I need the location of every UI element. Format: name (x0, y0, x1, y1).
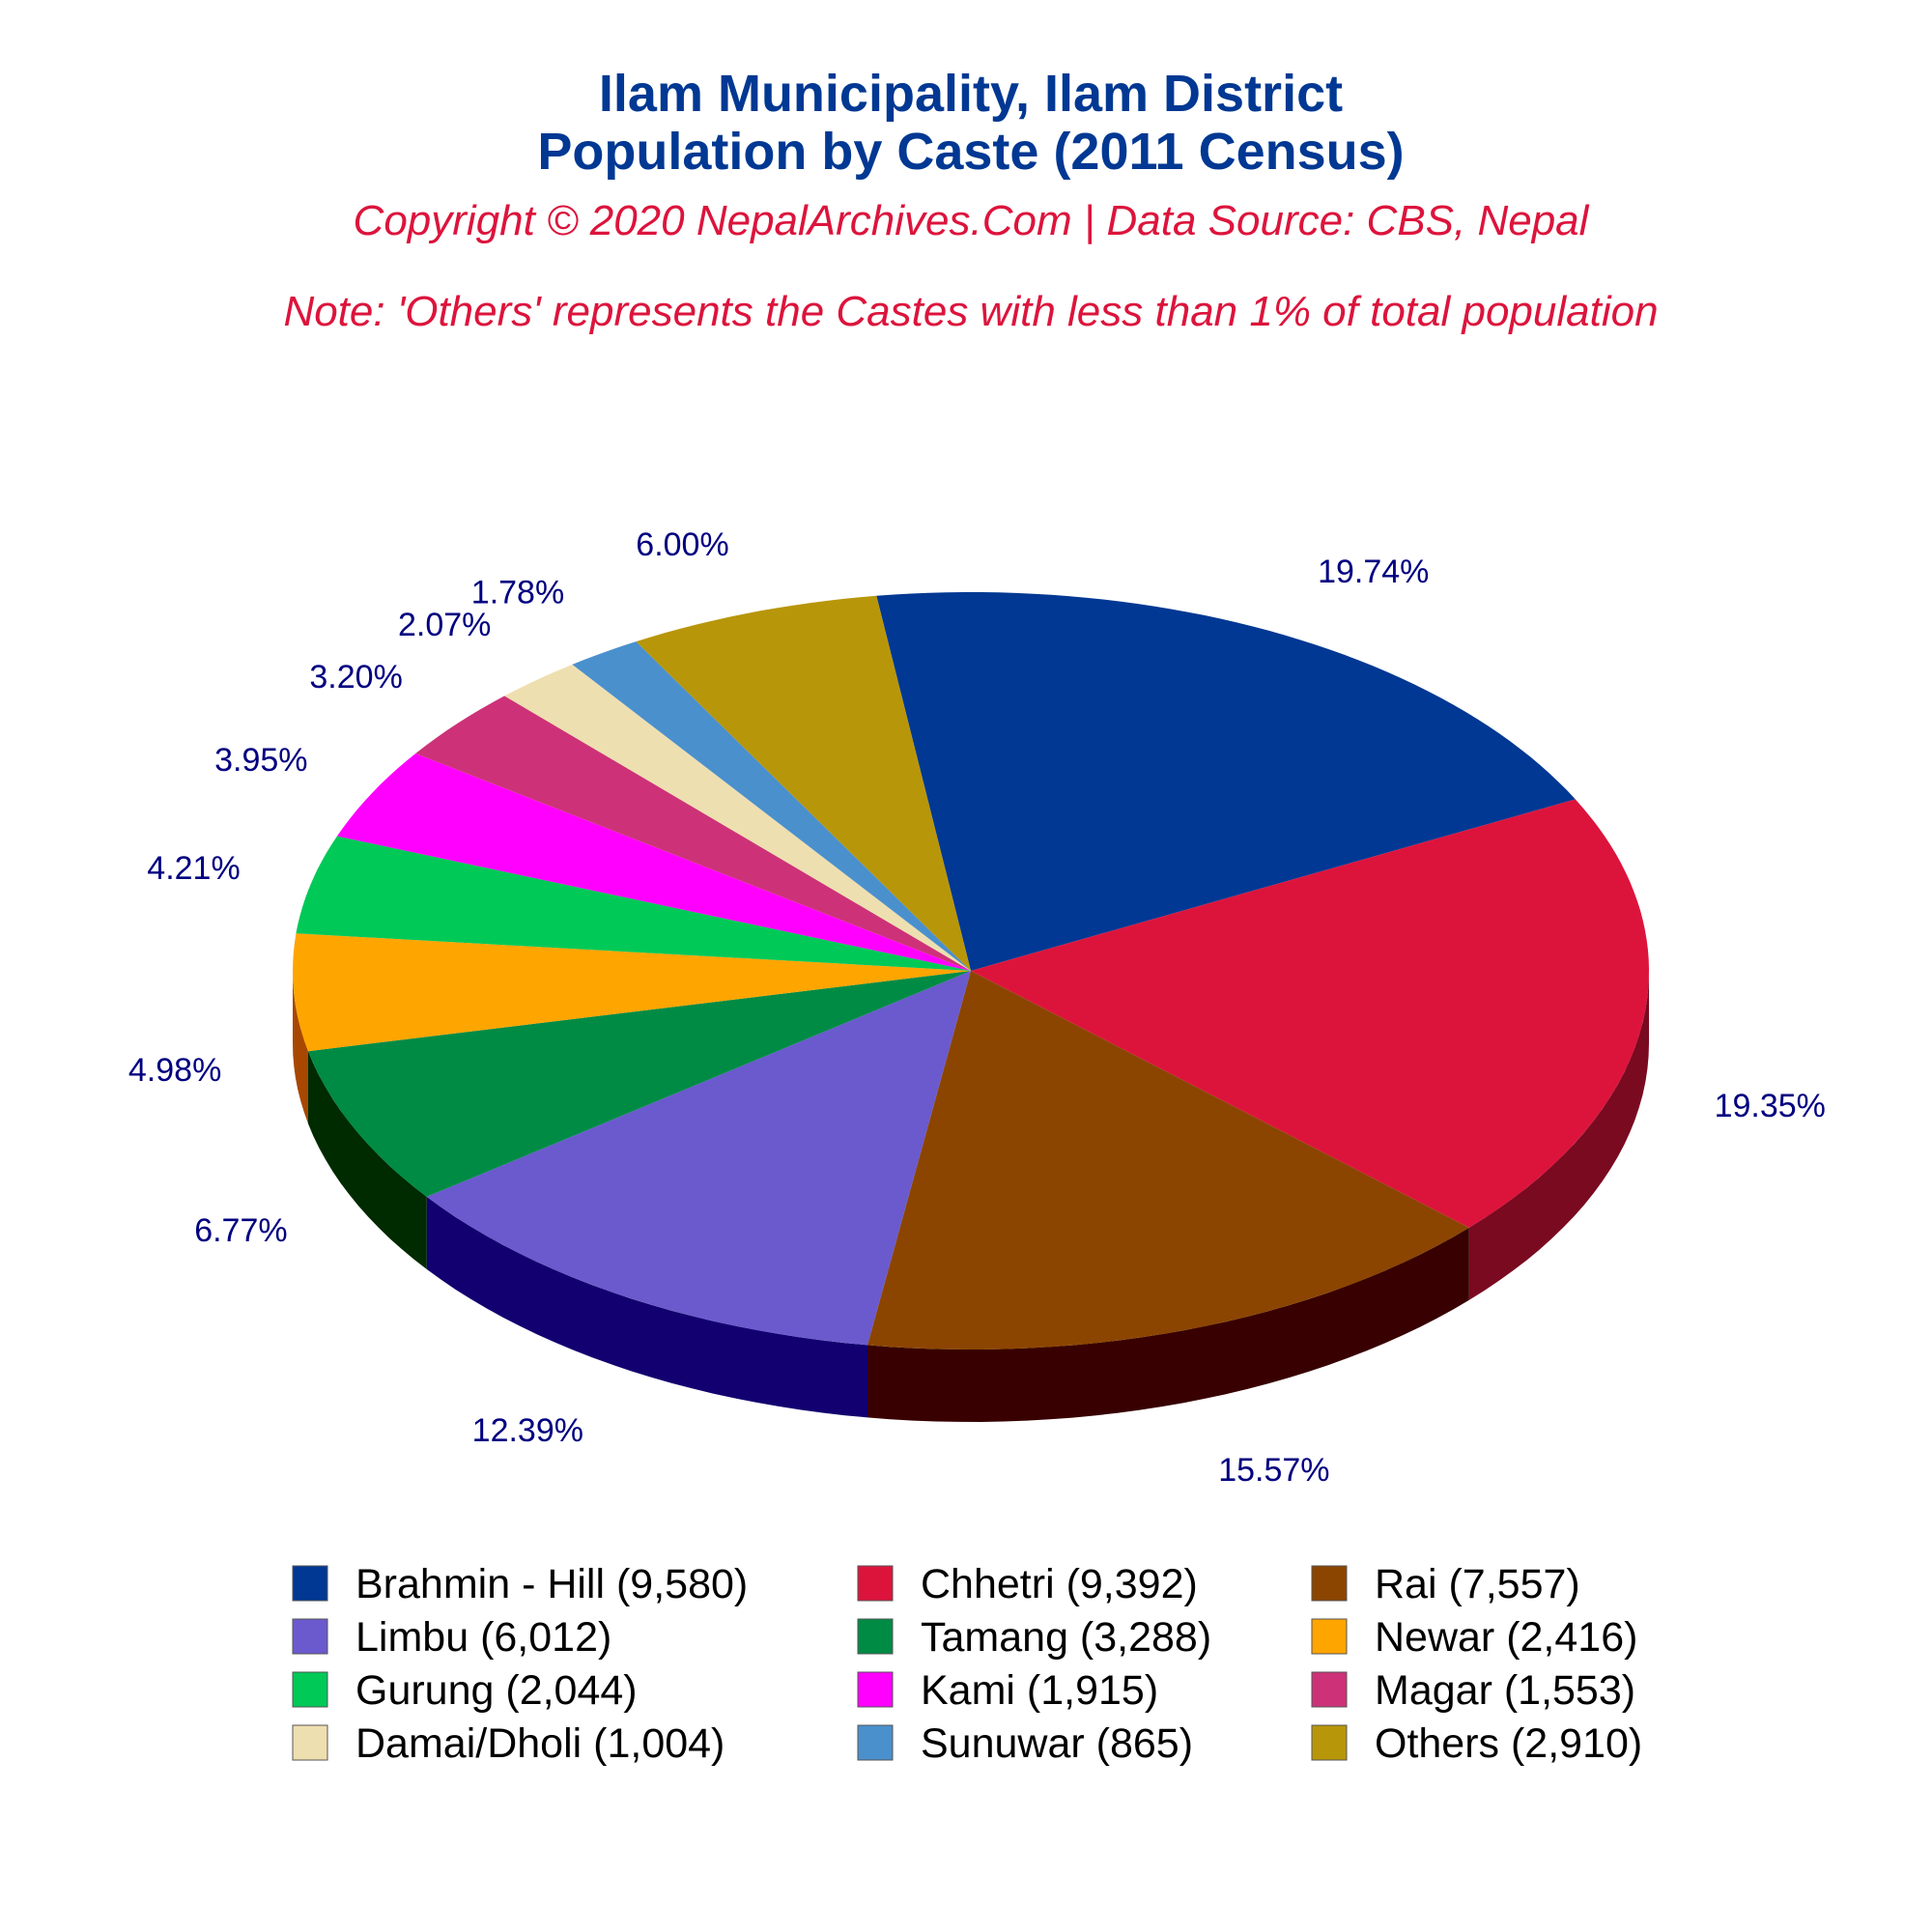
legend-label: Sunuwar (865) (921, 1720, 1193, 1767)
legend-item-gurung: Gurung (2,044) (292, 1667, 638, 1714)
legend-item-tamang: Tamang (3,288) (857, 1614, 1211, 1661)
legend-item-damai-dholi: Damai/Dholi (1,004) (292, 1720, 724, 1767)
percent-label-gurung: 4.21% (147, 850, 240, 887)
pie-side-tamang (308, 1051, 427, 1269)
legend-swatch (857, 1618, 894, 1655)
legend-item-limbu: Limbu (6,012) (292, 1614, 611, 1661)
pie-slice-limbu (426, 971, 971, 1346)
pie-slice-magar (415, 696, 971, 971)
percent-label-limbu: 12.39% (472, 1412, 583, 1449)
percent-label-rai: 15.57% (1218, 1452, 1329, 1489)
percent-label-kami: 3.95% (214, 742, 307, 779)
percent-label-others: 6.00% (636, 526, 728, 563)
legend-label: Chhetri (9,392) (921, 1561, 1198, 1607)
legend-item-brahmin-hill: Brahmin - Hill (9,580) (292, 1561, 748, 1607)
legend-label: Magar (1,553) (1375, 1667, 1635, 1714)
pie-side-rai (867, 1227, 1469, 1422)
pie-slice-tamang (308, 971, 971, 1197)
legend-swatch (1311, 1618, 1348, 1655)
legend-swatch (292, 1724, 328, 1761)
pie-slice-sunuwar (572, 641, 971, 971)
legend-swatch (1311, 1724, 1348, 1761)
legend-item-kami: Kami (1,915) (857, 1667, 1158, 1714)
pie-slice-brahmin-hill (876, 592, 1576, 971)
pie-slice-gurung (296, 836, 971, 971)
legend-swatch (292, 1618, 328, 1655)
legend-item-chhetri: Chhetri (9,392) (857, 1561, 1198, 1607)
legend-item-magar: Magar (1,553) (1311, 1667, 1635, 1714)
legend-swatch (292, 1671, 328, 1708)
legend-swatch (857, 1724, 894, 1761)
legend-label: Gurung (2,044) (355, 1667, 638, 1714)
pie-slices (293, 592, 1649, 1350)
legend-label: Others (2,910) (1375, 1720, 1642, 1767)
legend: Brahmin - Hill (9,580) Chhetri (9,392) Rai… (292, 1561, 1642, 1767)
chart-subtitle: Copyright © 2020 NepalArchives.Com | Dat… (354, 197, 1590, 244)
legend-label: Limbu (6,012) (355, 1614, 611, 1661)
percent-label-magar: 3.20% (309, 659, 402, 696)
legend-item-rai: Rai (7,557) (1311, 1561, 1580, 1607)
legend-label: Brahmin - Hill (9,580) (355, 1561, 748, 1607)
pie-side-walls (293, 971, 1649, 1422)
legend-label: Rai (7,557) (1375, 1561, 1580, 1607)
legend-item-sunuwar: Sunuwar (865) (857, 1720, 1193, 1767)
pie-side-newar (293, 971, 308, 1124)
legend-label: Tamang (3,288) (921, 1614, 1211, 1661)
percent-labels: 19.74% 19.35% 15.57% 12.39% 6.77% 4.98% 4.21% 3… (128, 526, 1826, 1489)
pie-slice-newar (293, 933, 971, 1052)
legend-swatch (1311, 1671, 1348, 1708)
pie-slice-damai-dholi (504, 664, 971, 971)
legend-label: Damai/Dholi (1,004) (355, 1720, 724, 1767)
pie-slice-others (636, 595, 971, 971)
percent-label-brahmin-hill: 19.74% (1318, 554, 1429, 590)
percent-label-tamang: 6.77% (194, 1212, 287, 1249)
legend-swatch (857, 1565, 894, 1602)
legend-swatch (857, 1671, 894, 1708)
legend-swatch (292, 1565, 328, 1602)
legend-swatch (1311, 1565, 1348, 1602)
chart-title-line2: Population by Caste (2011 Census) (537, 123, 1404, 181)
pie-side-limbu (426, 1196, 867, 1418)
pie-slice-rai (867, 971, 1469, 1350)
chart-title: Ilam Municipality, Ilam District (599, 65, 1343, 123)
legend-label: Kami (1,915) (921, 1667, 1158, 1714)
percent-label-chhetri: 19.35% (1715, 1088, 1826, 1124)
pie-slice-chhetri (971, 799, 1649, 1228)
chart-note: Note: 'Others' represents the Castes wit… (283, 288, 1658, 335)
percent-label-newar: 4.98% (128, 1052, 221, 1089)
pie-slice-kami (336, 753, 971, 971)
percent-label-damai-dholi: 2.07% (398, 607, 491, 643)
legend-label: Newar (2,416) (1375, 1614, 1637, 1661)
legend-item-others: Others (2,910) (1311, 1720, 1642, 1767)
legend-item-newar: Newar (2,416) (1311, 1614, 1637, 1661)
percent-label-sunuwar: 1.78% (471, 574, 564, 611)
pie-side-chhetri (1468, 971, 1649, 1300)
